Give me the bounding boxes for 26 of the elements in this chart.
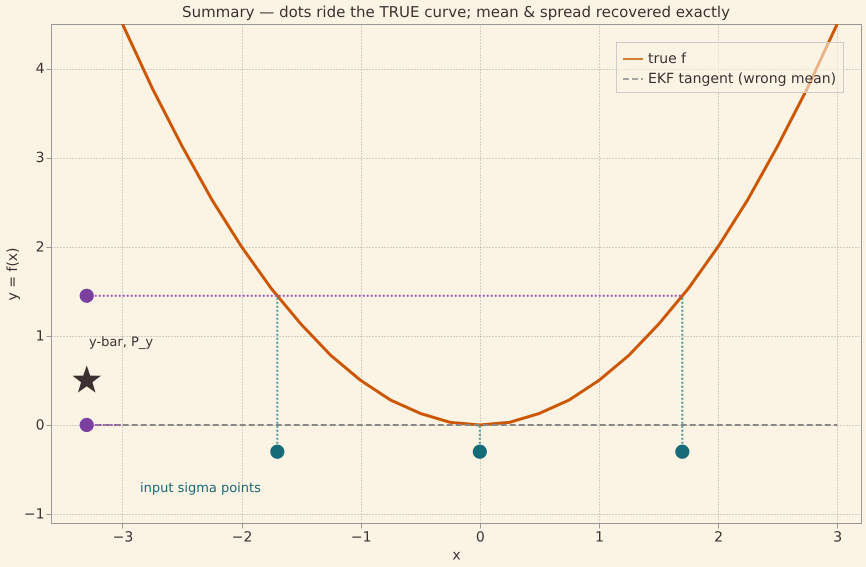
y-tick-label: 2 bbox=[36, 239, 44, 256]
point bbox=[80, 418, 94, 432]
annotation: input sigma points bbox=[140, 481, 262, 496]
y-tick-label: 3 bbox=[36, 150, 44, 166]
point bbox=[270, 444, 284, 459]
x-tick-label: −2 bbox=[232, 530, 252, 546]
x-tick-label: −3 bbox=[112, 530, 134, 546]
y-tick-label: 4 bbox=[36, 61, 45, 78]
y-tick-label: 0 bbox=[36, 417, 44, 434]
chart-title: Summary — dots ride the TRUE curve; mean & spread recovered exactly bbox=[182, 3, 730, 21]
y-tick-label: −1 bbox=[24, 506, 44, 523]
y-tick-label: 1 bbox=[36, 328, 44, 344]
y-axis-title: y = f(x) bbox=[4, 247, 21, 301]
legend-label: EKF tangent (wrong mean) bbox=[648, 71, 836, 87]
x-tick-label: −1 bbox=[350, 530, 372, 546]
point bbox=[80, 288, 94, 303]
annotation: y-bar, P_y bbox=[89, 335, 154, 350]
x-axis-title: x bbox=[452, 548, 461, 564]
x-tick-label: 2 bbox=[714, 530, 724, 546]
legend-label: true f bbox=[648, 51, 688, 67]
point bbox=[472, 444, 487, 459]
x-tick-label: 1 bbox=[594, 530, 604, 546]
x-tick-label: 0 bbox=[476, 530, 485, 546]
point bbox=[72, 365, 101, 393]
x-tick-label: 3 bbox=[833, 530, 842, 546]
point bbox=[675, 444, 690, 459]
